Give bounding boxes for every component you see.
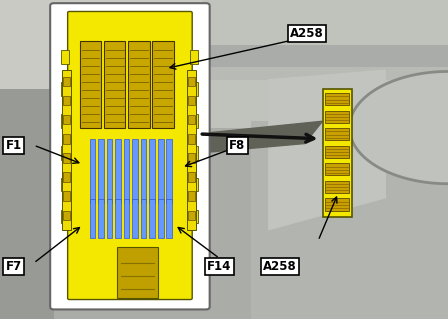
Text: A258: A258 xyxy=(263,260,297,273)
Bar xyxy=(63,211,70,220)
Bar xyxy=(325,181,349,193)
Bar xyxy=(188,211,195,220)
Bar xyxy=(124,139,129,203)
Bar xyxy=(132,199,138,238)
Bar xyxy=(325,128,349,140)
Bar xyxy=(149,199,155,238)
Bar xyxy=(190,210,198,223)
Bar xyxy=(188,172,195,182)
Text: F14: F14 xyxy=(207,260,232,273)
Bar xyxy=(325,146,349,158)
Bar xyxy=(0,89,54,319)
Bar xyxy=(325,163,349,175)
Text: F7: F7 xyxy=(5,260,22,273)
Bar xyxy=(141,139,146,203)
Bar xyxy=(0,0,448,96)
Bar xyxy=(104,41,125,128)
Bar xyxy=(61,114,69,128)
Bar xyxy=(251,121,448,319)
Bar xyxy=(190,82,198,96)
Bar xyxy=(63,172,70,182)
Bar xyxy=(107,139,112,203)
Text: F8: F8 xyxy=(229,139,246,152)
Bar xyxy=(63,96,70,105)
Bar xyxy=(63,153,70,163)
Text: A258: A258 xyxy=(290,27,324,40)
Bar xyxy=(206,45,448,70)
Bar xyxy=(61,210,69,223)
Bar xyxy=(61,146,69,160)
Bar xyxy=(128,41,150,128)
Bar xyxy=(190,50,198,64)
Bar xyxy=(63,191,70,201)
Bar xyxy=(61,178,69,191)
Bar xyxy=(141,199,146,238)
Polygon shape xyxy=(349,71,448,184)
Bar xyxy=(115,139,121,203)
Polygon shape xyxy=(197,121,323,153)
Bar xyxy=(187,70,196,230)
Bar xyxy=(188,115,195,124)
Bar xyxy=(190,178,198,191)
Bar xyxy=(124,199,129,238)
Bar xyxy=(188,77,195,86)
FancyBboxPatch shape xyxy=(50,3,210,309)
Bar xyxy=(188,96,195,105)
Bar xyxy=(166,199,172,238)
Bar xyxy=(158,199,164,238)
Bar xyxy=(98,139,104,203)
Bar xyxy=(90,199,95,238)
Bar xyxy=(149,139,155,203)
Bar xyxy=(90,139,95,203)
Bar xyxy=(188,134,195,144)
Bar xyxy=(166,139,172,203)
Bar xyxy=(202,0,448,128)
Bar xyxy=(323,89,352,217)
Bar xyxy=(107,199,112,238)
Bar xyxy=(132,139,138,203)
Bar xyxy=(98,199,104,238)
Bar xyxy=(63,134,70,144)
Polygon shape xyxy=(269,70,385,230)
Bar xyxy=(325,93,349,105)
Bar xyxy=(325,111,349,123)
Bar xyxy=(152,41,174,128)
Bar xyxy=(325,198,349,211)
Bar xyxy=(61,50,69,64)
Bar xyxy=(206,67,448,80)
FancyBboxPatch shape xyxy=(68,11,192,300)
Bar xyxy=(62,70,71,230)
Bar xyxy=(117,247,158,298)
Bar xyxy=(188,191,195,201)
Bar xyxy=(190,114,198,128)
Bar xyxy=(63,77,70,86)
Bar xyxy=(188,153,195,163)
Bar xyxy=(61,82,69,96)
Bar xyxy=(63,115,70,124)
Bar xyxy=(190,146,198,160)
Text: F1: F1 xyxy=(5,139,22,152)
Bar xyxy=(115,199,121,238)
Bar xyxy=(158,139,164,203)
Bar xyxy=(80,41,101,128)
